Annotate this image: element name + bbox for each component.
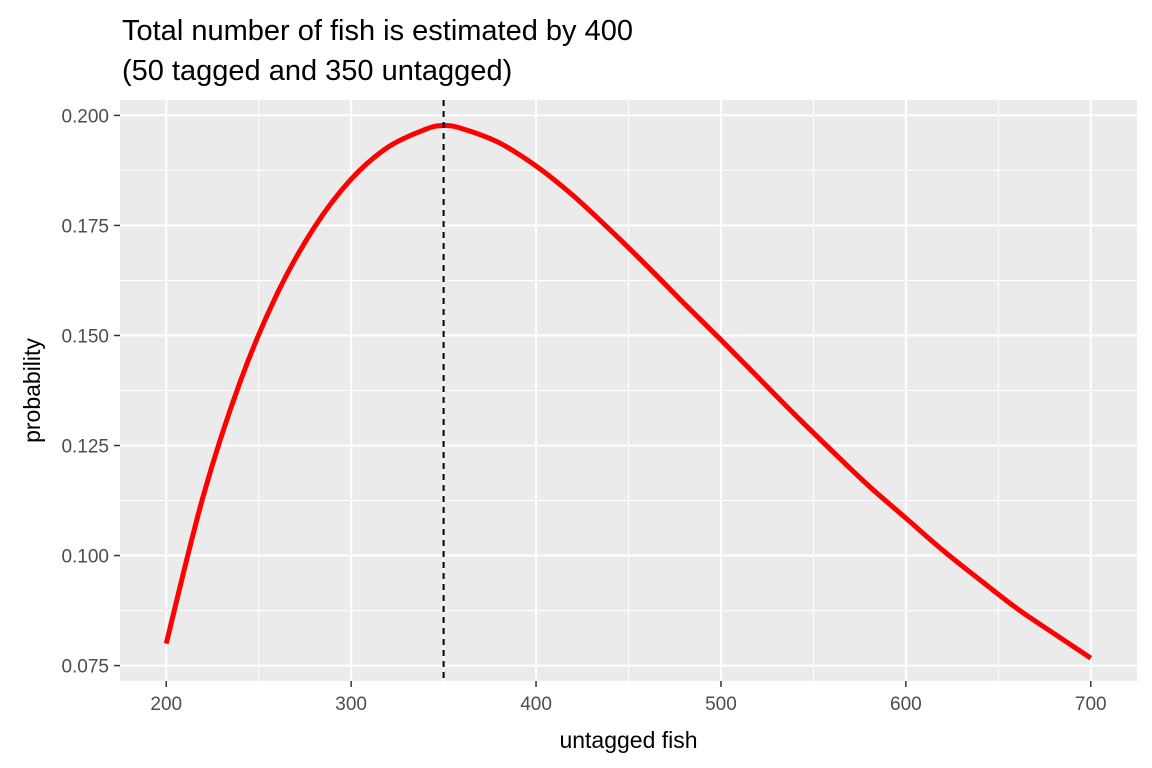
series-layer <box>163 123 1093 661</box>
x-axis-title: untagged fish <box>559 727 697 753</box>
y-tick-label: 0.150 <box>61 326 109 347</box>
y-tick-label: 0.100 <box>61 547 109 568</box>
chart-title-line-2: (50 tagged and 350 untagged) <box>122 55 512 87</box>
y-tick-label: 0.125 <box>61 437 109 458</box>
x-axis-ticks: 200 300 400 500 600 700 <box>150 681 1107 715</box>
x-tick-label: 200 <box>150 694 182 715</box>
probability-curve <box>163 123 1093 661</box>
x-tick-label: 500 <box>705 694 737 715</box>
y-tick-label: 0.175 <box>61 216 109 237</box>
major-gridlines <box>120 100 1137 681</box>
y-tick-label: 0.075 <box>61 657 109 678</box>
x-tick-label: 600 <box>890 694 922 715</box>
y-axis-title: probability <box>19 338 45 443</box>
x-tick-label: 400 <box>520 694 552 715</box>
x-tick-label: 700 <box>1075 694 1107 715</box>
chart-title-line-1: Total number of fish is estimated by 400 <box>122 15 633 47</box>
y-tick-label: 0.200 <box>61 106 109 127</box>
y-axis-ticks: 0.075 0.100 0.125 0.150 0.175 0.200 <box>61 106 120 678</box>
x-tick-label: 300 <box>335 694 367 715</box>
